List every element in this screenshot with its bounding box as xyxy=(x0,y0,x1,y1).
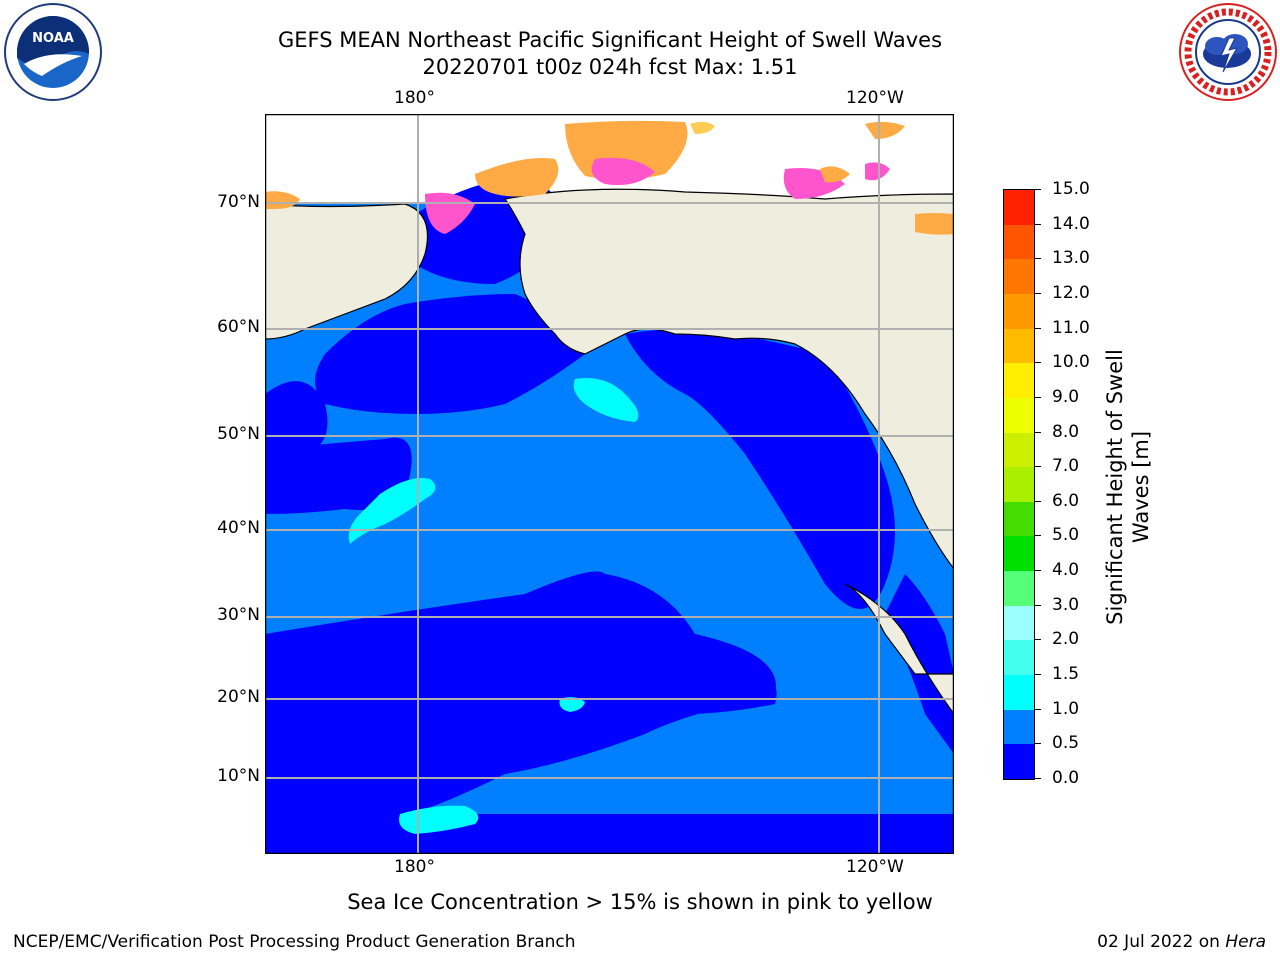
colorbar-segment xyxy=(1004,743,1034,779)
colorbar-segment xyxy=(1004,432,1034,468)
colorbar-tick-mark xyxy=(1035,362,1041,364)
colorbar-segment xyxy=(1004,570,1034,606)
colorbar-tick-label: 0.0 xyxy=(1052,768,1080,788)
lat-label-70n: 70°N xyxy=(217,192,260,212)
colorbar-tick-mark xyxy=(1035,466,1041,468)
colorbar-ticks: 0.0 0.5 1.0 1.5 2.0 3.0 4.0 5.0 6.0 7.0 8.0 9.0 10.0… xyxy=(1035,179,1105,790)
colorbar-segment xyxy=(1004,258,1034,294)
sea-ice-caption: Sea Ice Concentration > 15% is shown in … xyxy=(347,890,933,914)
colorbar-label-line2: Waves [m] xyxy=(1129,430,1153,544)
colorbar-tick-label: 9.0 xyxy=(1052,386,1080,407)
colorbar-tick-label: 12.0 xyxy=(1052,282,1090,303)
nws-logo xyxy=(1177,2,1279,102)
colorbar-tick-label: 14.0 xyxy=(1052,213,1090,234)
colorbar-segment xyxy=(1004,709,1034,745)
colorbar-tick-label: 8.0 xyxy=(1052,421,1080,442)
lon-label-bottom-180: 180° xyxy=(394,857,435,877)
lon-label-top-120w: 120°W xyxy=(846,88,904,108)
colorbar-tick-label: 15.0 xyxy=(1052,179,1090,199)
colorbar-tick-mark xyxy=(1035,674,1041,676)
colorbar-segment xyxy=(1004,328,1034,364)
lat-label-10n: 10°N xyxy=(217,766,260,786)
colorbar-segment xyxy=(1004,501,1034,537)
colorbar-segment xyxy=(1004,674,1034,710)
lat-label-40n: 40°N xyxy=(217,518,260,538)
colorbar-tick-label: 2.0 xyxy=(1052,629,1080,650)
colorbar-tick-label: 5.0 xyxy=(1052,525,1080,546)
colorbar-tick-mark xyxy=(1035,189,1041,190)
sea-ice-overlay xyxy=(265,120,954,235)
chart-title: GEFS MEAN Northeast Pacific Significant … xyxy=(277,28,943,52)
colorbar-segment xyxy=(1004,224,1034,260)
colorbar-tick-label: 0.5 xyxy=(1052,733,1080,754)
lat-label-50n: 50°N xyxy=(217,424,260,444)
colorbar-tick-label: 10.0 xyxy=(1052,352,1090,373)
map-svg xyxy=(264,113,955,855)
colorbar-tick-mark xyxy=(1035,708,1041,710)
colorbar-tick-mark xyxy=(1035,292,1041,294)
colorbar-tick-mark xyxy=(1035,500,1041,502)
colorbar-tick-mark xyxy=(1035,327,1041,329)
lat-label-30n: 30°N xyxy=(217,605,260,625)
colorbar-segment xyxy=(1004,535,1034,572)
graticule xyxy=(265,114,954,854)
colorbar-tick-mark xyxy=(1035,604,1041,606)
colorbar-tick-label: 7.0 xyxy=(1052,456,1080,477)
map-panel xyxy=(264,113,955,855)
noaa-logo: NOAA xyxy=(2,2,104,102)
colorbar-tick-label: 3.0 xyxy=(1052,594,1080,615)
footer-host: Hera xyxy=(1225,932,1266,952)
colorbar-tick-label: 1.5 xyxy=(1052,664,1080,685)
colorbar-tick-label: 4.0 xyxy=(1052,560,1080,581)
noaa-logo-text: NOAA xyxy=(32,31,74,46)
colorbar-tick-mark xyxy=(1035,396,1041,398)
colorbar xyxy=(1003,189,1035,780)
colorbar-segment xyxy=(1004,397,1034,433)
colorbar-tick-label: 1.0 xyxy=(1052,698,1080,719)
footer-right: 02 Jul 2022 on Hera xyxy=(1097,932,1266,952)
footer-left: NCEP/EMC/Verification Post Processing Pr… xyxy=(13,932,576,952)
colorbar-tick-mark xyxy=(1035,431,1041,433)
colorbar-label-line1: Significant Height of Swell xyxy=(1103,349,1127,625)
colorbar-tick-label: 6.0 xyxy=(1052,490,1080,511)
colorbar-tick-label: 11.0 xyxy=(1052,317,1090,338)
colorbar-segment xyxy=(1004,362,1034,398)
colorbar-tick-mark xyxy=(1035,778,1041,779)
lon-label-bottom-120w: 120°W xyxy=(846,857,904,877)
chart-subtitle: 20220701 t00z 024h fcst Max: 1.51 xyxy=(422,55,798,79)
colorbar-tick-label: 13.0 xyxy=(1052,248,1090,269)
colorbar-segment xyxy=(1004,605,1034,641)
colorbar-segment xyxy=(1004,466,1034,502)
colorbar-segment xyxy=(1004,293,1034,329)
footer-date: 02 Jul 2022 on xyxy=(1097,932,1226,952)
colorbar-tick-mark xyxy=(1035,639,1041,641)
colorbar-tick-mark xyxy=(1035,223,1041,225)
colorbar-tick-mark xyxy=(1035,743,1041,745)
colorbar-segment xyxy=(1004,189,1034,225)
lon-label-top-180: 180° xyxy=(394,88,435,108)
colorbar-tick-mark xyxy=(1035,258,1041,260)
colorbar-tick-mark xyxy=(1035,570,1041,572)
colorbar-tick-mark xyxy=(1035,535,1041,537)
colorbar-segment xyxy=(1004,639,1034,676)
land-masses xyxy=(264,188,955,716)
lat-label-60n: 60°N xyxy=(217,317,260,337)
map-frame xyxy=(264,113,955,855)
lat-label-20n: 20°N xyxy=(217,687,260,707)
